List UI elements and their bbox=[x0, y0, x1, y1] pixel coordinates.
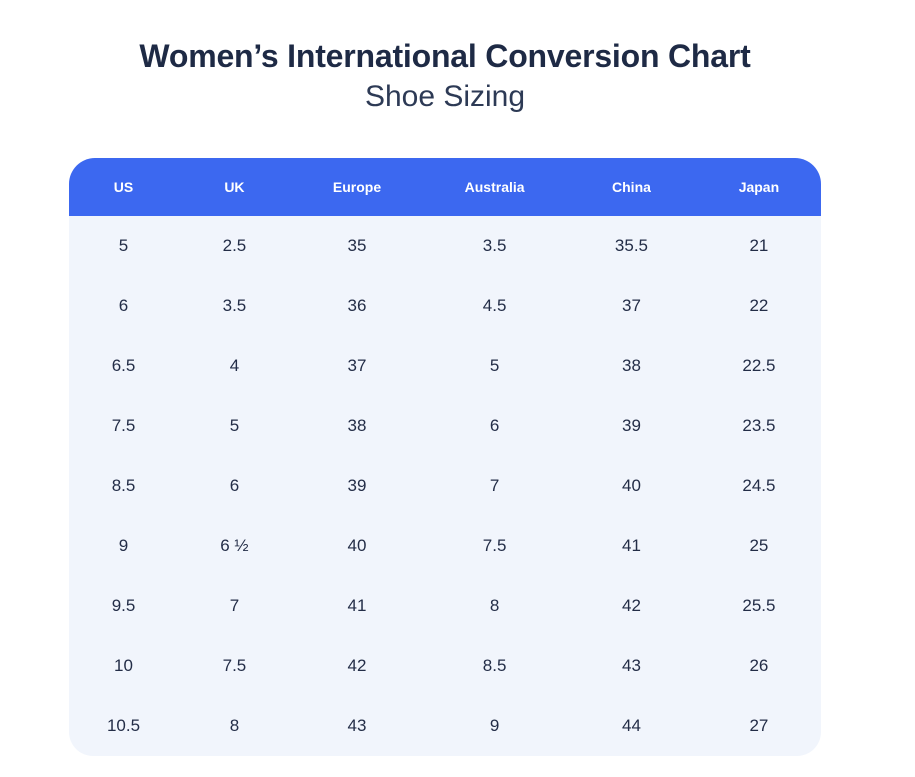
table-cell: 41 bbox=[622, 536, 641, 555]
table-cell: 7.5 bbox=[222, 656, 247, 675]
table-row: 5 2.5 35 3.5 35.5 21 bbox=[69, 216, 821, 276]
table-cell: 4.5 bbox=[482, 296, 507, 315]
table-cell: 35.5 bbox=[614, 236, 649, 255]
column-header-australia: Australia bbox=[464, 179, 525, 195]
table-row: 8.5 6 39 7 40 24.5 bbox=[69, 456, 821, 516]
table-row: 7.5 5 38 6 39 23.5 bbox=[69, 396, 821, 456]
table-cell: 37 bbox=[347, 356, 367, 375]
table-cell: 2.5 bbox=[222, 236, 247, 255]
table-cell: 40 bbox=[347, 536, 367, 555]
table-cell: 6 bbox=[229, 476, 240, 495]
table-row: 10 7.5 42 8.5 43 26 bbox=[69, 636, 821, 696]
table-cell: 42 bbox=[622, 596, 641, 615]
conversion-table: US UK Europe Australia China Japan 5 2.5 35 3.5 3… bbox=[69, 158, 821, 756]
table-cell: 43 bbox=[347, 716, 367, 735]
table-row: 6 3.5 36 4.5 37 22 bbox=[69, 276, 821, 336]
table-cell: 6.5 bbox=[111, 356, 136, 375]
table-cell: 5 bbox=[118, 236, 129, 255]
table-cell: 5 bbox=[229, 416, 240, 435]
table-cell: 8 bbox=[229, 716, 240, 735]
table-cell: 4 bbox=[229, 356, 240, 375]
page-header: Women’s International Conversion Chart S… bbox=[69, 36, 821, 116]
table-cell: 22.5 bbox=[742, 356, 776, 375]
table-cell: 10 bbox=[114, 656, 133, 675]
table-cell: 38 bbox=[347, 416, 367, 435]
table-cell: 8.5 bbox=[482, 656, 507, 675]
table-cell: 21 bbox=[749, 236, 769, 255]
table-cell: 38 bbox=[622, 356, 641, 375]
column-header-china: China bbox=[612, 179, 651, 195]
table-cell: 44 bbox=[622, 716, 641, 735]
page-subtitle: Shoe Sizing bbox=[364, 80, 526, 113]
table-cell: 6 ½ bbox=[220, 536, 249, 555]
table-cell: 7.5 bbox=[111, 416, 136, 435]
table-body: 5 2.5 35 3.5 35.5 21 6 3.5 36 4.5 37 22 6.5 4 37 5 38 22.… bbox=[69, 216, 821, 756]
table-cell: 39 bbox=[622, 416, 641, 435]
table-cell: 43 bbox=[622, 656, 641, 675]
column-header-us: US bbox=[113, 179, 134, 195]
table-cell: 6 bbox=[118, 296, 129, 315]
column-header-japan: Japan bbox=[738, 179, 780, 195]
table-cell: 10.5 bbox=[106, 716, 141, 735]
table-cell: 9 bbox=[489, 716, 500, 735]
table-cell: 23.5 bbox=[742, 416, 776, 435]
table-cell: 8 bbox=[489, 596, 500, 615]
table-cell: 3.5 bbox=[482, 236, 507, 255]
table-cell: 5 bbox=[489, 356, 500, 375]
table-cell: 25.5 bbox=[742, 596, 776, 615]
column-header-uk: UK bbox=[224, 179, 245, 195]
table-cell: 41 bbox=[347, 596, 367, 615]
table-row: 9.5 7 41 8 42 25.5 bbox=[69, 576, 821, 636]
column-header-europe: Europe bbox=[332, 179, 382, 195]
table-row: 9 6 ½ 40 7.5 41 25 bbox=[69, 516, 821, 576]
table-cell: 7 bbox=[229, 596, 240, 615]
table-cell: 9.5 bbox=[111, 596, 136, 615]
table-cell: 22 bbox=[749, 296, 769, 315]
table-row: 10.5 8 43 9 44 27 bbox=[69, 696, 821, 756]
table-cell: 39 bbox=[347, 476, 367, 495]
table-header-row: US UK Europe Australia China Japan bbox=[69, 158, 821, 216]
table-cell: 6 bbox=[489, 416, 500, 435]
table-cell: 37 bbox=[622, 296, 641, 315]
table-row: 6.5 4 37 5 38 22.5 bbox=[69, 336, 821, 396]
table-cell: 25 bbox=[749, 536, 769, 555]
table-cell: 7 bbox=[489, 476, 500, 495]
table-cell: 7.5 bbox=[482, 536, 507, 555]
table-cell: 26 bbox=[749, 656, 769, 675]
table-cell: 27 bbox=[749, 716, 769, 735]
table-cell: 8.5 bbox=[111, 476, 136, 495]
table-cell: 42 bbox=[347, 656, 367, 675]
table-cell: 3.5 bbox=[222, 296, 247, 315]
table-cell: 35 bbox=[347, 236, 367, 255]
table-cell: 36 bbox=[347, 296, 367, 315]
table-cell: 24.5 bbox=[742, 476, 776, 495]
page-title: Women’s International Conversion Chart bbox=[139, 38, 751, 74]
table-cell: 9 bbox=[118, 536, 129, 555]
table-cell: 40 bbox=[622, 476, 641, 495]
